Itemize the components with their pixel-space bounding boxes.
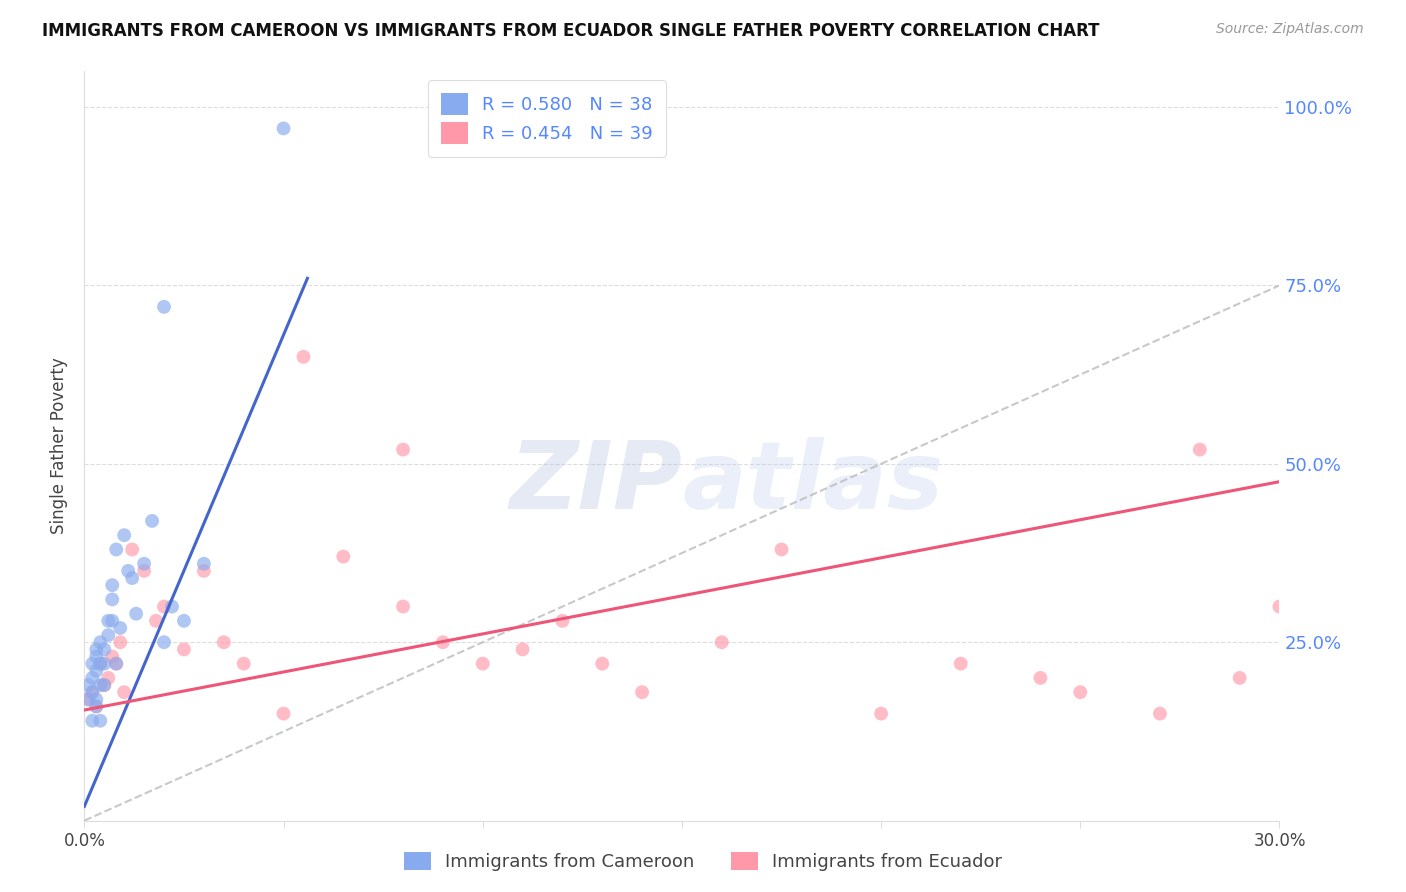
Point — [97, 628, 120, 642]
Point — [125, 607, 148, 621]
Point — [86, 664, 108, 678]
Point — [110, 635, 132, 649]
Point — [631, 685, 654, 699]
Point — [93, 678, 115, 692]
Point — [97, 671, 120, 685]
Point — [101, 649, 124, 664]
Point — [471, 657, 494, 671]
Point — [89, 657, 111, 671]
Point — [97, 614, 120, 628]
Point — [121, 571, 143, 585]
Point — [173, 642, 195, 657]
Point — [117, 564, 139, 578]
Text: atlas: atlas — [682, 437, 943, 530]
Point — [105, 657, 128, 671]
Point — [112, 685, 135, 699]
Point — [89, 714, 111, 728]
Point — [1229, 671, 1251, 685]
Point — [551, 614, 574, 628]
Point — [1188, 442, 1211, 457]
Y-axis label: Single Father Poverty: Single Father Poverty — [51, 358, 69, 534]
Point — [132, 557, 156, 571]
Point — [86, 699, 108, 714]
Point — [770, 542, 793, 557]
Point — [432, 635, 454, 649]
Point — [212, 635, 235, 649]
Point — [112, 528, 135, 542]
Point — [86, 699, 108, 714]
Point — [273, 706, 295, 721]
Point — [141, 514, 163, 528]
Point — [512, 642, 534, 657]
Point — [710, 635, 733, 649]
Point — [82, 685, 104, 699]
Point — [89, 678, 111, 692]
Point — [77, 692, 100, 706]
Point — [121, 542, 143, 557]
Point — [1268, 599, 1291, 614]
Point — [392, 599, 415, 614]
Point — [132, 564, 156, 578]
Point — [86, 649, 108, 664]
Point — [93, 657, 115, 671]
Point — [86, 692, 108, 706]
Point — [232, 657, 254, 671]
Point — [82, 714, 104, 728]
Point — [153, 300, 176, 314]
Point — [101, 614, 124, 628]
Point — [273, 121, 295, 136]
Point — [93, 678, 115, 692]
Point — [82, 671, 104, 685]
Point — [173, 614, 195, 628]
Text: ZIP: ZIP — [509, 437, 682, 530]
Point — [77, 692, 100, 706]
Text: Source: ZipAtlas.com: Source: ZipAtlas.com — [1216, 22, 1364, 37]
Point — [1029, 671, 1052, 685]
Point — [193, 564, 215, 578]
Point — [392, 442, 415, 457]
Point — [145, 614, 167, 628]
Point — [193, 557, 215, 571]
Point — [105, 542, 128, 557]
Point — [292, 350, 315, 364]
Legend: R = 0.580   N = 38, R = 0.454   N = 39: R = 0.580 N = 38, R = 0.454 N = 39 — [427, 80, 665, 157]
Point — [105, 657, 128, 671]
Point — [89, 657, 111, 671]
Point — [870, 706, 893, 721]
Point — [101, 592, 124, 607]
Point — [1149, 706, 1171, 721]
Point — [153, 635, 176, 649]
Point — [949, 657, 972, 671]
Point — [110, 621, 132, 635]
Point — [82, 657, 104, 671]
Text: IMMIGRANTS FROM CAMEROON VS IMMIGRANTS FROM ECUADOR SINGLE FATHER POVERTY CORREL: IMMIGRANTS FROM CAMEROON VS IMMIGRANTS F… — [42, 22, 1099, 40]
Point — [82, 685, 104, 699]
Point — [77, 678, 100, 692]
Point — [332, 549, 354, 564]
Point — [101, 578, 124, 592]
Point — [160, 599, 183, 614]
Point — [1069, 685, 1091, 699]
Point — [86, 642, 108, 657]
Legend: Immigrants from Cameroon, Immigrants from Ecuador: Immigrants from Cameroon, Immigrants fro… — [396, 845, 1010, 879]
Point — [153, 599, 176, 614]
Point — [591, 657, 613, 671]
Point — [93, 642, 115, 657]
Point — [89, 635, 111, 649]
